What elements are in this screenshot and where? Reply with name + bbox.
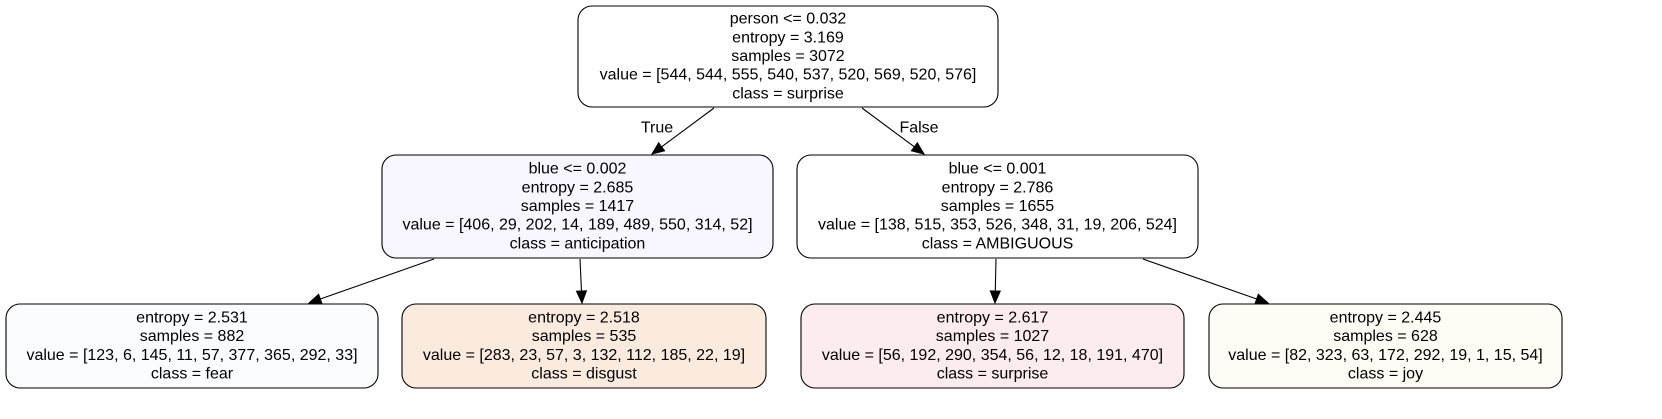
node-line: blue <= 0.002 bbox=[529, 161, 627, 178]
node-line: value = [82, 323, 63, 172, 292, 19, 1, 1… bbox=[1228, 347, 1542, 364]
node-line: value = [406, 29, 202, 14, 189, 489, 550… bbox=[402, 217, 752, 234]
node-line: entropy = 2.531 bbox=[136, 309, 248, 326]
tree-edge-n1-n3 bbox=[307, 258, 435, 305]
tree-edge-n1-n4 bbox=[575, 258, 588, 305]
node-line: samples = 1027 bbox=[936, 328, 1050, 345]
tree-node-n6: entropy = 2.445 samples = 628 value = [82,… bbox=[1208, 303, 1563, 389]
node-box bbox=[381, 154, 774, 259]
node-line: value = [56, 192, 290, 354, 56, 12, 18, … bbox=[822, 347, 1163, 364]
node-line: blue <= 0.001 bbox=[949, 161, 1047, 178]
node-line: value = [283, 23, 57, 3, 132, 112, 185, … bbox=[423, 347, 745, 364]
node-line: samples = 535 bbox=[532, 328, 637, 345]
edge-line bbox=[861, 107, 915, 148]
node-box bbox=[5, 303, 379, 389]
node-box bbox=[1208, 303, 1563, 389]
node-box bbox=[577, 5, 999, 108]
edge-label-true: True bbox=[641, 120, 673, 137]
node-line: class = joy bbox=[1348, 366, 1423, 383]
node-line: samples = 882 bbox=[140, 328, 245, 345]
tree-edge-n0-n1: True bbox=[641, 107, 715, 155]
edge-line bbox=[320, 258, 435, 300]
node-line: value = [123, 6, 145, 11, 57, 377, 365, … bbox=[26, 347, 357, 364]
edge-line bbox=[994, 258, 997, 292]
node-line: entropy = 2.518 bbox=[528, 309, 640, 326]
node-line: entropy = 2.617 bbox=[937, 309, 1049, 326]
edges-layer: True False bbox=[307, 107, 1270, 305]
tree-node-n3: entropy = 2.531 samples = 882 value = [123… bbox=[5, 303, 379, 389]
edge-arrowhead bbox=[650, 141, 666, 155]
node-line: value = [138, 515, 353, 526, 348, 31, 19… bbox=[818, 217, 1177, 234]
node-line: person <= 0.032 bbox=[730, 11, 847, 28]
node-line: samples = 1417 bbox=[521, 198, 635, 215]
edge-label-false: False bbox=[899, 120, 938, 137]
edge-arrowhead bbox=[989, 290, 1002, 305]
tree-edge-n2-n5 bbox=[989, 258, 1002, 305]
node-line: class = surprise bbox=[937, 366, 1049, 383]
node-line: class = disgust bbox=[531, 366, 637, 383]
edge-arrowhead bbox=[910, 141, 926, 155]
node-line: entropy = 2.685 bbox=[522, 179, 634, 196]
node-line: entropy = 2.786 bbox=[942, 179, 1054, 196]
tree-node-n4: entropy = 2.518 samples = 535 value = [283… bbox=[401, 303, 767, 389]
tree-edge-n2-n6 bbox=[1142, 258, 1270, 305]
node-box bbox=[401, 303, 767, 389]
node-line: samples = 1655 bbox=[941, 198, 1055, 215]
node-line: entropy = 2.445 bbox=[1330, 309, 1442, 326]
tree-node-n5: entropy = 2.617 samples = 1027 value = [56… bbox=[800, 303, 1185, 389]
edge-line bbox=[661, 107, 715, 148]
node-line: value = [544, 544, 555, 540, 537, 520, 5… bbox=[600, 67, 977, 84]
node-line: class = AMBIGUOUS bbox=[922, 235, 1074, 252]
edge-arrowhead bbox=[1254, 293, 1270, 305]
node-line: samples = 3072 bbox=[731, 48, 845, 65]
node-line: class = anticipation bbox=[510, 235, 646, 252]
edge-line bbox=[1142, 258, 1257, 300]
node-line: class = fear bbox=[151, 366, 234, 383]
edge-arrowhead bbox=[575, 290, 588, 305]
node-box bbox=[800, 303, 1185, 389]
node-line: class = surprise bbox=[732, 85, 844, 102]
edge-line bbox=[579, 258, 583, 292]
node-box bbox=[796, 154, 1199, 259]
edge-arrowhead bbox=[307, 293, 323, 305]
node-line: samples = 628 bbox=[1333, 328, 1438, 345]
tree-edge-n0-n2: False bbox=[861, 107, 939, 155]
node-line: entropy = 3.169 bbox=[732, 29, 844, 46]
